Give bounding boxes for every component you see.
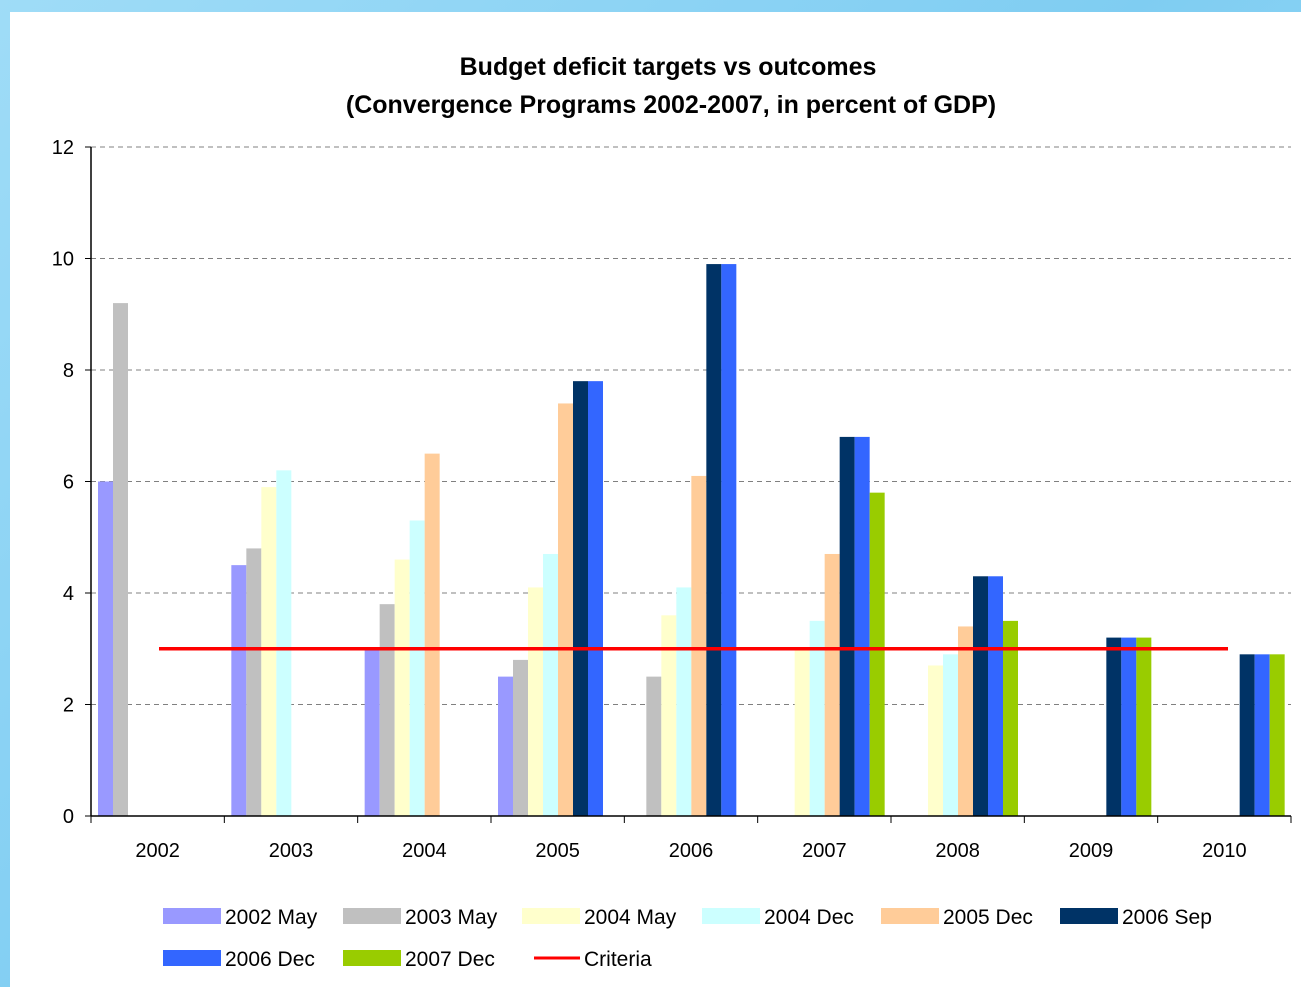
x-tick-label: 2008 [935,840,980,862]
bar-2004-dec-2007 [809,620,825,816]
bar-2005-dec-2005 [558,403,573,816]
bar-2002-may-2004 [364,648,380,816]
bar-2003-may-2006 [646,676,662,816]
y-tick-label: 6 [63,472,74,494]
bar-2006-sep-2007 [839,436,855,816]
legend-item-2002-may: 2002 May [163,906,318,929]
x-tick-label: 2009 [1069,840,1114,862]
legend-swatch [1060,908,1118,924]
legend-label: Criteria [584,948,652,971]
legend-item-2006-dec: 2006 Dec [163,948,315,971]
bar-2007-dec-2010 [1269,654,1285,816]
bar-2006-sep-2005 [573,381,588,816]
bar-2006-dec-2005 [588,381,603,816]
legend-swatch [702,908,760,924]
x-tick-label: 2003 [269,840,314,862]
bars [98,264,1285,817]
axes: 0 2 4 6 8 10 12 2002 2003 2004 2005 2006 2007 2008 200… [52,137,1292,862]
legend-label: 2007 Dec [405,948,495,971]
legend-swatch [343,950,401,966]
bar-2007-dec-2008 [1003,620,1018,816]
bar-2004-dec-2005 [543,553,558,816]
legend-item-2007-dec: 2007 Dec [343,948,495,971]
bar-chart: Budget deficit targets vs outcomes (Conv… [52,53,1292,971]
bar-2003-may-2005 [513,659,528,816]
legend-item-criteria: Criteria [534,948,652,971]
bar-2004-may-2005 [528,587,543,816]
bar-2006-dec-2006 [721,264,737,816]
bar-2003-may-2002 [113,303,128,817]
y-tick-label: 10 [52,249,74,271]
bar-2005-dec-2008 [958,626,973,816]
bar-2006-sep-2009 [1106,637,1122,816]
x-tick-label: 2007 [802,840,847,862]
y-tick-label: 2 [63,695,74,717]
legend-swatch [881,908,939,924]
x-tick-label: 2002 [135,840,180,862]
y-tick-label: 0 [63,806,74,828]
bar-2004-may-2006 [661,615,677,816]
bar-2004-may-2008 [928,665,943,816]
bar-2004-dec-2006 [676,587,692,816]
x-tick-label: 2005 [535,840,580,862]
bar-2004-may-2003 [261,487,277,816]
bar-2006-dec-2007 [854,436,870,816]
bar-2002-may-2003 [231,565,247,816]
bar-2006-sep-2010 [1239,654,1255,816]
y-tick-label: 8 [63,360,74,382]
legend-item-2003-may: 2003 May [343,906,498,929]
legend-swatch [163,908,221,924]
bar-2004-dec-2004 [409,520,425,816]
legend-item-2004-may: 2004 May [522,906,677,929]
bar-2005-dec-2004 [424,453,440,816]
y-tick-label: 4 [63,583,74,605]
legend-label: 2005 Dec [943,906,1033,929]
y-tick-label: 12 [52,137,74,159]
bar-2004-dec-2003 [276,470,292,816]
bar-2002-may-2002 [98,481,113,816]
legend-item-2005-dec: 2005 Dec [881,906,1033,929]
chart-subtitle: (Convergence Programs 2002-2007, in perc… [346,91,996,119]
bar-2002-may-2005 [498,676,513,816]
bar-2005-dec-2006 [691,475,707,816]
x-tick-label: 2010 [1202,840,1247,862]
bar-2006-dec-2008 [988,576,1003,816]
x-tick-label: 2004 [402,840,447,862]
legend-label: 2004 Dec [764,906,854,929]
legend-swatch [522,908,580,924]
bar-2007-dec-2007 [869,492,885,816]
bar-2007-dec-2009 [1136,637,1152,816]
legend-item-2006-sep: 2006 Sep [1060,906,1212,929]
legend-label: 2006 Dec [225,948,315,971]
legend-label: 2003 May [405,906,498,929]
bar-2006-dec-2009 [1121,637,1137,816]
legend-swatch [163,950,221,966]
legend-label: 2004 May [584,906,677,929]
legend-label: 2002 May [225,906,318,929]
x-tick-label: 2006 [669,840,714,862]
bar-2006-sep-2006 [706,264,722,816]
legend-swatch [343,908,401,924]
bar-2003-may-2003 [246,548,262,816]
bar-2004-may-2007 [794,648,810,816]
legend-item-2004-dec: 2004 Dec [702,906,854,929]
bar-2004-may-2004 [394,559,410,816]
chart-panel: Budget deficit targets vs outcomes (Conv… [10,12,1301,987]
bar-2006-sep-2008 [973,576,988,816]
legend: 2002 May 2003 May 2004 May 2004 Dec 2005 Dec… [163,906,1212,971]
bar-2003-may-2004 [379,604,395,816]
legend-label: 2006 Sep [1122,906,1212,929]
bar-2005-dec-2007 [824,553,840,816]
bar-2004-dec-2008 [943,654,958,816]
chart-title: Budget deficit targets vs outcomes [460,53,877,81]
bar-2006-dec-2010 [1254,654,1270,816]
